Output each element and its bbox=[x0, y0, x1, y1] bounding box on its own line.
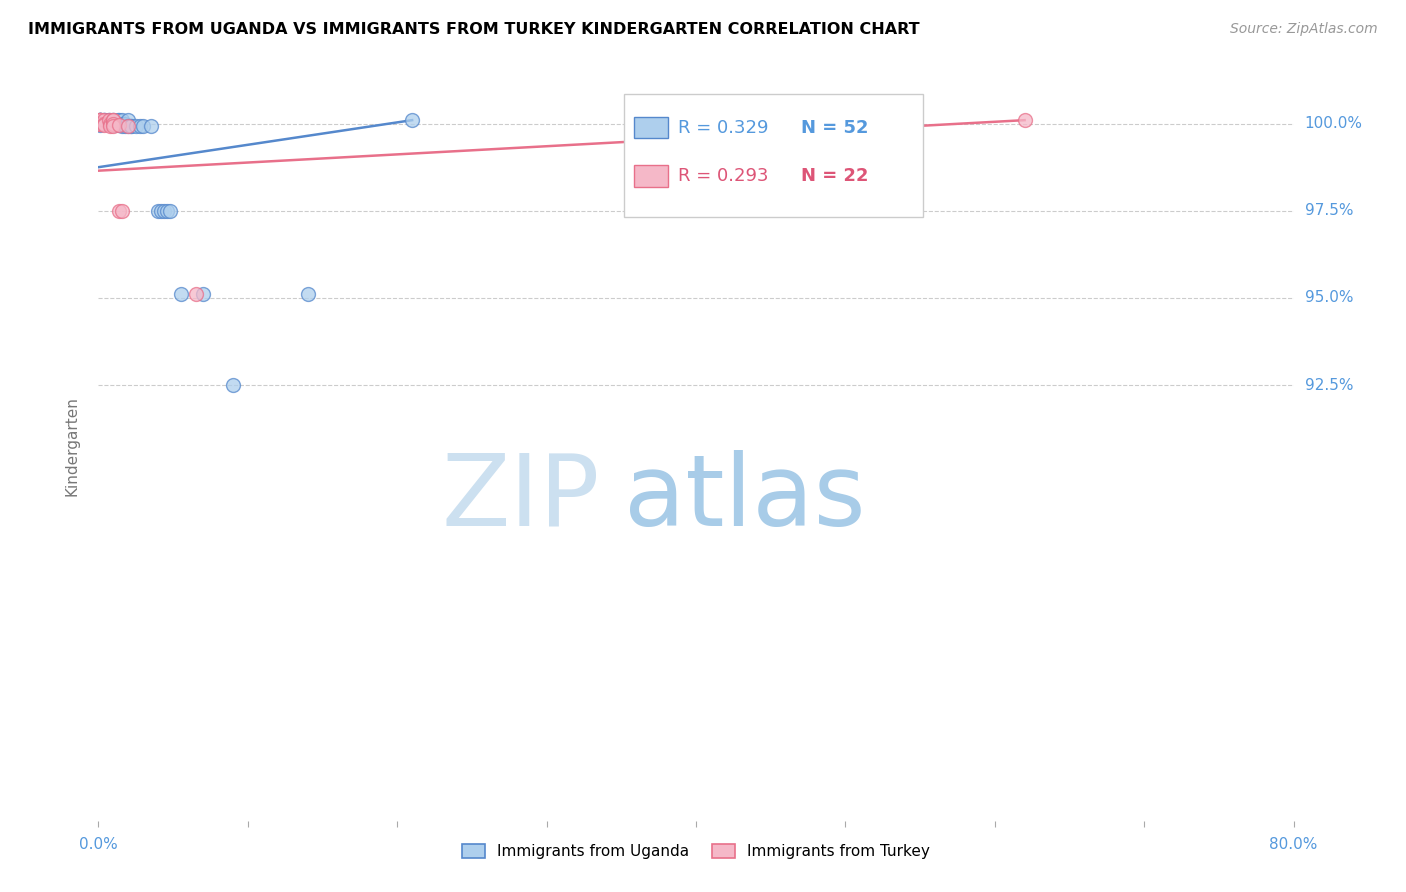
Point bbox=[1014, 113, 1036, 128]
Point bbox=[297, 287, 319, 301]
Point bbox=[125, 119, 148, 133]
Point bbox=[103, 113, 125, 128]
Point bbox=[103, 113, 125, 128]
Y-axis label: Kindergarten: Kindergarten bbox=[65, 396, 80, 496]
Point bbox=[89, 113, 111, 128]
Point bbox=[97, 113, 120, 128]
Point bbox=[103, 113, 125, 128]
Point bbox=[104, 117, 127, 131]
Point bbox=[93, 113, 115, 128]
Point bbox=[107, 117, 129, 131]
Text: Source: ZipAtlas.com: Source: ZipAtlas.com bbox=[1230, 22, 1378, 37]
Text: R = 0.329: R = 0.329 bbox=[678, 119, 769, 136]
Point bbox=[89, 117, 111, 131]
Point bbox=[114, 117, 136, 131]
Point bbox=[111, 117, 134, 131]
Point bbox=[97, 117, 120, 131]
Point bbox=[89, 113, 111, 128]
Point bbox=[104, 118, 127, 132]
Text: IMMIGRANTS FROM UGANDA VS IMMIGRANTS FROM TURKEY KINDERGARTEN CORRELATION CHART: IMMIGRANTS FROM UGANDA VS IMMIGRANTS FRO… bbox=[28, 22, 920, 37]
Point bbox=[148, 203, 170, 218]
Point bbox=[156, 203, 179, 218]
Point bbox=[89, 113, 111, 128]
Point bbox=[89, 113, 111, 128]
Point bbox=[97, 113, 120, 128]
Point bbox=[107, 113, 129, 128]
Point bbox=[89, 113, 111, 128]
Point bbox=[98, 117, 122, 131]
Point bbox=[89, 113, 111, 128]
Text: N = 52: N = 52 bbox=[801, 119, 869, 136]
Point bbox=[93, 118, 115, 132]
Point bbox=[117, 119, 139, 133]
Point bbox=[93, 117, 115, 131]
Text: 97.5%: 97.5% bbox=[1305, 203, 1353, 219]
Point bbox=[111, 203, 134, 218]
FancyBboxPatch shape bbox=[624, 94, 922, 218]
Point bbox=[108, 118, 131, 132]
Point bbox=[97, 113, 120, 128]
Point bbox=[103, 117, 125, 131]
Point bbox=[117, 113, 139, 128]
Point bbox=[139, 119, 162, 133]
Text: R = 0.293: R = 0.293 bbox=[678, 168, 769, 186]
Point bbox=[114, 119, 136, 133]
Point bbox=[111, 113, 134, 128]
Text: 100.0%: 100.0% bbox=[1305, 116, 1362, 131]
Point bbox=[93, 117, 115, 131]
Point bbox=[103, 119, 125, 133]
Point bbox=[98, 117, 122, 131]
Text: ZIP: ZIP bbox=[441, 450, 600, 547]
Point bbox=[169, 287, 191, 301]
Point bbox=[184, 287, 207, 301]
Text: atlas: atlas bbox=[624, 450, 866, 547]
Point bbox=[98, 119, 122, 133]
Point bbox=[120, 119, 142, 133]
Point bbox=[93, 113, 115, 128]
Point bbox=[222, 378, 245, 392]
Point bbox=[93, 117, 115, 131]
Point bbox=[103, 113, 125, 128]
Point bbox=[150, 203, 173, 218]
Point bbox=[89, 113, 111, 128]
Point bbox=[159, 203, 181, 218]
Text: N = 22: N = 22 bbox=[801, 168, 869, 186]
Point bbox=[89, 117, 111, 131]
Legend: Immigrants from Uganda, Immigrants from Turkey: Immigrants from Uganda, Immigrants from … bbox=[456, 838, 936, 865]
Point bbox=[93, 113, 115, 128]
Point bbox=[89, 113, 111, 128]
FancyBboxPatch shape bbox=[634, 117, 668, 138]
Point bbox=[108, 113, 131, 128]
Point bbox=[111, 119, 134, 133]
Point bbox=[89, 113, 111, 128]
Point bbox=[120, 120, 142, 134]
Point bbox=[129, 119, 152, 133]
Point bbox=[93, 113, 115, 128]
FancyBboxPatch shape bbox=[634, 165, 668, 187]
Point bbox=[108, 203, 131, 218]
Point bbox=[191, 287, 214, 301]
Point bbox=[89, 113, 111, 128]
Point bbox=[117, 119, 139, 133]
Text: 92.5%: 92.5% bbox=[1305, 377, 1353, 392]
Point bbox=[89, 118, 111, 132]
Point bbox=[401, 113, 423, 128]
Point bbox=[153, 203, 176, 218]
Point bbox=[89, 117, 111, 131]
Text: 80.0%: 80.0% bbox=[1270, 838, 1317, 853]
Point bbox=[108, 117, 131, 131]
Text: 0.0%: 0.0% bbox=[79, 838, 118, 853]
Point bbox=[108, 118, 131, 132]
Text: 95.0%: 95.0% bbox=[1305, 291, 1353, 305]
Point bbox=[89, 113, 111, 128]
Point bbox=[103, 117, 125, 131]
Point bbox=[89, 117, 111, 131]
Point bbox=[132, 119, 155, 133]
